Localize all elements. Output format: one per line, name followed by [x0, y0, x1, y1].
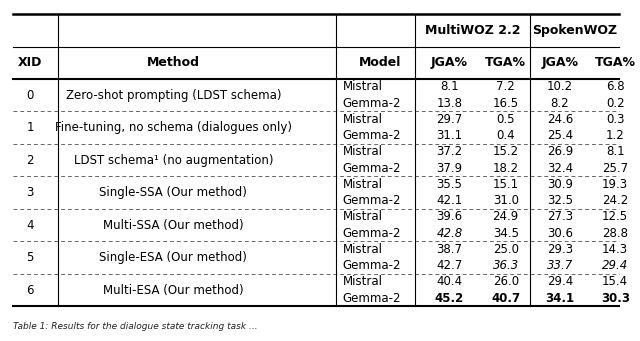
- Text: Mistral: Mistral: [342, 276, 382, 288]
- Text: 15.1: 15.1: [493, 178, 519, 191]
- Text: 16.5: 16.5: [493, 97, 519, 110]
- Text: XID: XID: [18, 56, 42, 69]
- Text: 4: 4: [26, 219, 34, 232]
- Text: 31.1: 31.1: [436, 129, 463, 142]
- Text: 0: 0: [27, 89, 34, 102]
- Text: SpokenWOZ: SpokenWOZ: [532, 24, 618, 37]
- Text: 0.5: 0.5: [497, 113, 515, 126]
- Text: 6: 6: [26, 284, 34, 297]
- Text: Fine-tuning, no schema (dialogues only): Fine-tuning, no schema (dialogues only): [55, 121, 292, 134]
- Text: 24.2: 24.2: [602, 194, 628, 207]
- Text: 38.7: 38.7: [436, 243, 463, 256]
- Text: 0.3: 0.3: [606, 113, 625, 126]
- Text: Model: Model: [359, 56, 402, 69]
- Text: 29.3: 29.3: [547, 243, 573, 256]
- Text: JGA%: JGA%: [431, 56, 468, 69]
- Text: 14.3: 14.3: [602, 243, 628, 256]
- Text: 13.8: 13.8: [436, 97, 463, 110]
- Text: 15.4: 15.4: [602, 276, 628, 288]
- Text: Gemma-2: Gemma-2: [342, 292, 401, 305]
- Text: Mistral: Mistral: [342, 210, 382, 223]
- Text: 26.0: 26.0: [493, 276, 519, 288]
- Text: Mistral: Mistral: [342, 113, 382, 126]
- Text: 24.9: 24.9: [493, 210, 519, 223]
- Text: 1.2: 1.2: [606, 129, 625, 142]
- Text: 7.2: 7.2: [497, 80, 515, 93]
- Text: 32.5: 32.5: [547, 194, 573, 207]
- Text: 8.1: 8.1: [606, 146, 625, 159]
- Text: 37.9: 37.9: [436, 162, 463, 175]
- Text: 25.0: 25.0: [493, 243, 519, 256]
- Text: 8.2: 8.2: [550, 97, 570, 110]
- Text: 30.6: 30.6: [547, 227, 573, 240]
- Text: 12.5: 12.5: [602, 210, 628, 223]
- Text: Single-ESA (Our method): Single-ESA (Our method): [99, 251, 247, 264]
- Text: Mistral: Mistral: [342, 80, 382, 93]
- Text: 32.4: 32.4: [547, 162, 573, 175]
- Text: MultiWOZ 2.2: MultiWOZ 2.2: [425, 24, 520, 37]
- Text: Gemma-2: Gemma-2: [342, 129, 401, 142]
- Text: Gemma-2: Gemma-2: [342, 194, 401, 207]
- Text: 37.2: 37.2: [436, 146, 463, 159]
- Text: Mistral: Mistral: [342, 146, 382, 159]
- Text: Gemma-2: Gemma-2: [342, 259, 401, 272]
- Text: Multi-ESA (Our method): Multi-ESA (Our method): [103, 284, 244, 297]
- Text: 27.3: 27.3: [547, 210, 573, 223]
- Text: 18.2: 18.2: [493, 162, 519, 175]
- Text: Gemma-2: Gemma-2: [342, 97, 401, 110]
- Text: 24.6: 24.6: [547, 113, 573, 126]
- Text: 28.8: 28.8: [602, 227, 628, 240]
- Text: 34.1: 34.1: [545, 292, 575, 305]
- Text: TGA%: TGA%: [485, 56, 526, 69]
- Text: 10.2: 10.2: [547, 80, 573, 93]
- Text: 35.5: 35.5: [436, 178, 463, 191]
- Text: 15.2: 15.2: [493, 146, 519, 159]
- Text: JGA%: JGA%: [541, 56, 579, 69]
- Text: 25.7: 25.7: [602, 162, 628, 175]
- Text: 42.1: 42.1: [436, 194, 463, 207]
- Text: 26.9: 26.9: [547, 146, 573, 159]
- Text: 34.5: 34.5: [493, 227, 519, 240]
- Text: 40.7: 40.7: [491, 292, 520, 305]
- Text: Table 1: Results for the dialogue state tracking task ...: Table 1: Results for the dialogue state …: [13, 322, 258, 331]
- Text: 33.7: 33.7: [547, 259, 573, 272]
- Text: 6.8: 6.8: [606, 80, 625, 93]
- Text: Single-SSA (Our method): Single-SSA (Our method): [99, 186, 247, 199]
- Text: 19.3: 19.3: [602, 178, 628, 191]
- Text: 42.8: 42.8: [436, 227, 463, 240]
- Text: 5: 5: [27, 251, 34, 264]
- Text: 0.4: 0.4: [497, 129, 515, 142]
- Text: 3: 3: [27, 186, 34, 199]
- Text: Method: Method: [147, 56, 200, 69]
- Text: 0.2: 0.2: [606, 97, 625, 110]
- Text: TGA%: TGA%: [595, 56, 636, 69]
- Text: Gemma-2: Gemma-2: [342, 227, 401, 240]
- Text: 42.7: 42.7: [436, 259, 463, 272]
- Text: 8.1: 8.1: [440, 80, 459, 93]
- Text: 25.4: 25.4: [547, 129, 573, 142]
- Text: Multi-SSA (Our method): Multi-SSA (Our method): [103, 219, 244, 232]
- Text: 40.4: 40.4: [436, 276, 463, 288]
- Text: 36.3: 36.3: [493, 259, 519, 272]
- Text: 30.9: 30.9: [547, 178, 573, 191]
- Text: 30.3: 30.3: [601, 292, 630, 305]
- Text: LDST schema¹ (no augmentation): LDST schema¹ (no augmentation): [74, 153, 273, 166]
- Text: 29.4: 29.4: [547, 276, 573, 288]
- Text: Gemma-2: Gemma-2: [342, 162, 401, 175]
- Text: 29.7: 29.7: [436, 113, 463, 126]
- Text: 1: 1: [26, 121, 34, 134]
- Text: Zero-shot prompting (LDST schema): Zero-shot prompting (LDST schema): [65, 89, 281, 102]
- Text: 45.2: 45.2: [435, 292, 464, 305]
- Text: 2: 2: [26, 153, 34, 166]
- Text: Mistral: Mistral: [342, 243, 382, 256]
- Text: 29.4: 29.4: [602, 259, 628, 272]
- Text: Mistral: Mistral: [342, 178, 382, 191]
- Text: 39.6: 39.6: [436, 210, 463, 223]
- Text: 31.0: 31.0: [493, 194, 519, 207]
